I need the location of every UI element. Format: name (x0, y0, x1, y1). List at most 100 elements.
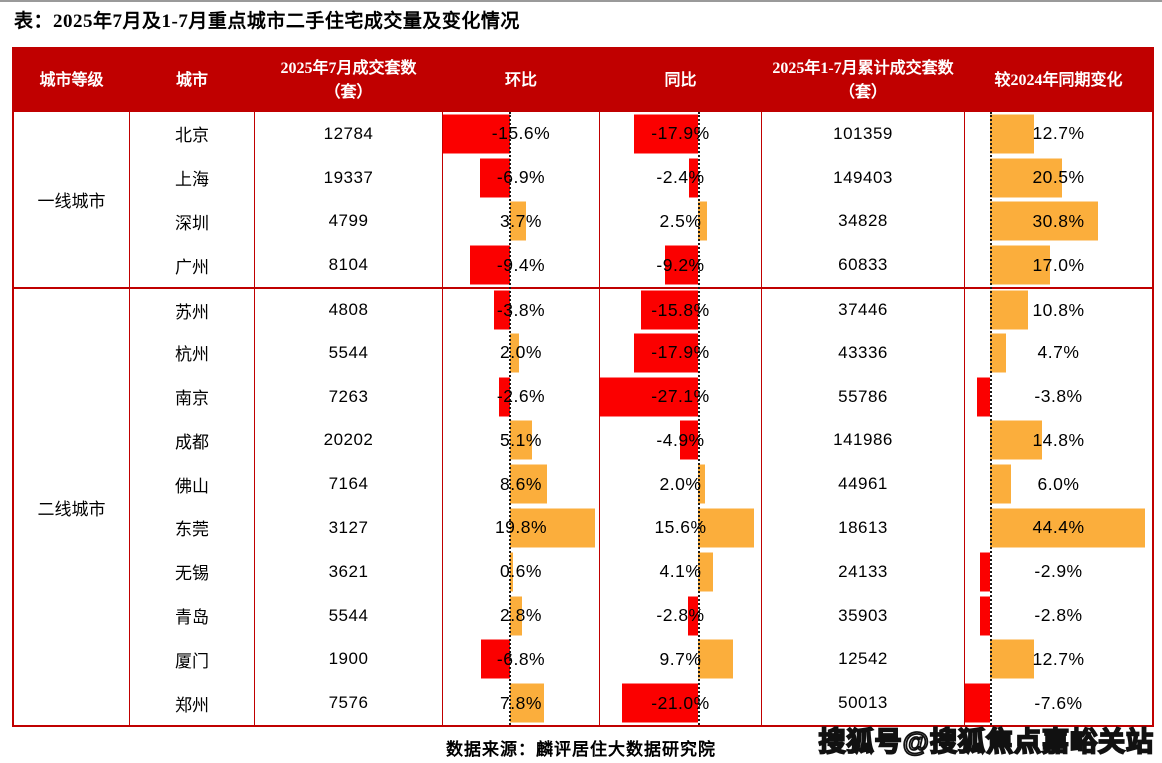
vs2024-change: 30.8% (965, 200, 1152, 244)
yoy-change: -9.2% (600, 243, 762, 288)
yoy-change-label: -17.9% (651, 123, 710, 144)
yoy-change-bar (698, 201, 707, 241)
vs2024-change: 14.8% (965, 418, 1152, 462)
july-units-value: 3621 (255, 549, 443, 594)
mom-change: 19.8% (443, 506, 600, 550)
vs2024-change-label: 14.8% (1032, 429, 1085, 450)
mom-change: 3.7% (443, 199, 600, 244)
mom-change-bar (469, 245, 510, 285)
vs2024-change-label: 6.0% (1037, 473, 1080, 494)
vs2024-change-bar (990, 420, 1042, 460)
vs2024-change-label: 10.8% (1032, 299, 1085, 320)
cum-units-value: 24133 (762, 549, 965, 594)
top-divider (0, 0, 1162, 2)
vs2024-change-bar (965, 683, 990, 723)
yoy-change-bar (698, 552, 713, 592)
vs2024-change-label: 4.7% (1037, 342, 1080, 363)
vs2024-change-label: 17.0% (1032, 254, 1085, 275)
yoy-change-label: -17.9% (651, 342, 710, 363)
yoy-change-label: 2.0% (659, 473, 702, 494)
cum-units-value: 141986 (762, 418, 965, 463)
city-name: 佛山 (130, 462, 255, 507)
yoy-change: 9.7% (600, 637, 762, 682)
cum-units-value: 35903 (762, 593, 965, 638)
city-name: 南京 (130, 374, 255, 419)
mom-change-label: 0.6% (500, 561, 542, 582)
column-header-july-units: 2025年7月成交套数（套） (255, 49, 443, 112)
mom-change: -6.8% (443, 637, 600, 682)
cum-units-value: 18613 (762, 506, 965, 550)
yoy-change-label: -15.8% (651, 299, 710, 320)
mom-change: -6.9% (443, 155, 600, 200)
cum-units-value: 44961 (762, 462, 965, 507)
city-name: 青岛 (130, 593, 255, 638)
vs2024-change: -2.8% (965, 594, 1152, 638)
mom-change: 7.8% (443, 681, 600, 725)
yoy-change-bar (641, 290, 698, 330)
july-units-value: 20202 (255, 418, 443, 463)
column-header-city: 城市 (130, 49, 255, 112)
city-name: 深圳 (130, 199, 255, 244)
vs2024-change-bar (979, 552, 990, 592)
data-source-note: 数据来源：麟评居住大数据研究院 (446, 740, 716, 759)
cum-units-value: 101359 (762, 112, 965, 156)
yoy-change-bar (600, 377, 698, 417)
yoy-change: -15.8% (600, 287, 762, 331)
mom-change-label: 8.6% (500, 473, 542, 494)
vs2024-change: 20.5% (965, 156, 1152, 200)
vs2024-change-bar (990, 290, 1028, 330)
yoy-change: 2.0% (600, 462, 762, 507)
vs2024-change: -7.6% (965, 681, 1152, 725)
yoy-change-label: 9.7% (659, 648, 702, 669)
vs2024-change: 12.7% (965, 637, 1152, 681)
cum-units-value: 34828 (762, 199, 965, 244)
mom-change-label: 7.8% (500, 692, 542, 713)
yoy-change: -2.8% (600, 593, 762, 638)
vs2024-change-label: 44.4% (1032, 517, 1085, 538)
city-name: 厦门 (130, 637, 255, 682)
city-name: 成都 (130, 418, 255, 463)
city-name: 杭州 (130, 330, 255, 375)
city-name: 苏州 (130, 287, 255, 331)
cum-units-value: 55786 (762, 374, 965, 419)
vs2024-change-bar (990, 333, 1007, 373)
yoy-change-bar (698, 464, 706, 504)
mom-change-bar (510, 683, 544, 723)
mom-change: -9.4% (443, 243, 600, 288)
yoy-change: -17.9% (600, 330, 762, 375)
mom-change: 5.1% (443, 418, 600, 463)
yoy-change-label: -21.0% (651, 692, 710, 713)
cum-units-value: 60833 (762, 243, 965, 288)
column-header-city-tier: 城市等级 (14, 49, 130, 112)
july-units-value: 5544 (255, 593, 443, 638)
yoy-change: 2.5% (600, 199, 762, 244)
yoy-change-label: -2.8% (656, 605, 705, 626)
mom-change-label: -9.4% (496, 254, 546, 275)
city-name: 北京 (130, 112, 255, 156)
yoy-change-bar (689, 158, 698, 198)
july-units-value: 4808 (255, 287, 443, 331)
vs2024-change-label: -2.9% (1034, 561, 1083, 582)
mom-change-label: -6.9% (496, 167, 546, 188)
july-units-value: 19337 (255, 155, 443, 200)
vs2024-change-label: -7.6% (1034, 692, 1083, 713)
yoy-change-label: -27.1% (651, 386, 710, 407)
column-header-yoy: 同比 (600, 49, 762, 112)
mom-change-bar (480, 639, 510, 679)
yoy-change-bar (687, 596, 698, 636)
vs2024-change: 10.8% (965, 287, 1152, 331)
mom-change-bar (510, 333, 519, 373)
july-units-value: 12784 (255, 112, 443, 156)
group-label-tier1: 一线城市 (14, 112, 130, 288)
vs2024-change-bar (990, 158, 1062, 198)
vs2024-change-label: 12.7% (1032, 123, 1085, 144)
july-units-value: 3127 (255, 506, 443, 550)
yoy-change: -17.9% (600, 112, 762, 156)
column-header-vs2024: 较2024年同期变化 (965, 49, 1152, 112)
yoy-change: 15.6% (600, 506, 762, 550)
vs2024-change: -2.9% (965, 550, 1152, 594)
yoy-change: -4.9% (600, 418, 762, 463)
yoy-change-bar (680, 420, 698, 460)
vs2024-change: -3.8% (965, 375, 1152, 419)
july-units-value: 7263 (255, 374, 443, 419)
